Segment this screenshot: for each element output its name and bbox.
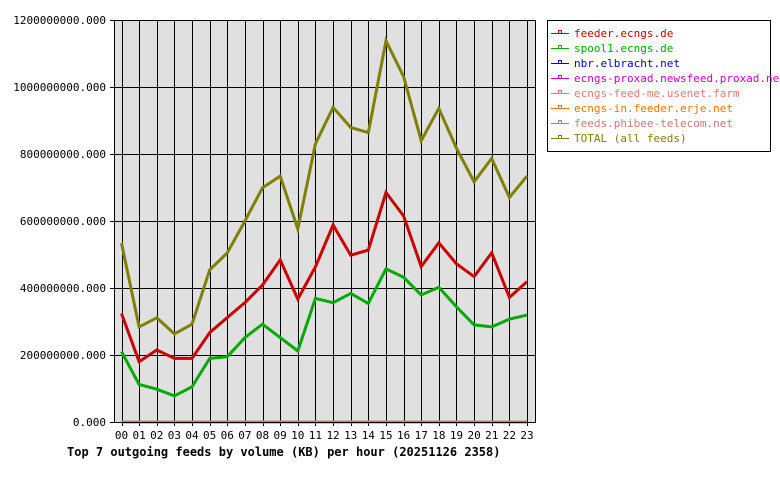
legend-marker-icon xyxy=(558,60,562,64)
legend-item: feeder.ecngs.de xyxy=(551,27,673,40)
legend-label: ecngs-proxad.newsfeed.proxad.net xyxy=(574,72,780,85)
y-tick-label: 400000000.000 xyxy=(20,282,106,295)
legend-item: spool1.ecngs.de xyxy=(551,42,673,55)
x-tick-label: 20 xyxy=(467,429,480,442)
y-tick-label: 600000000.000 xyxy=(20,215,106,228)
legend-item: ecngs-in.feeder.erje.net xyxy=(551,102,733,115)
legend: feeder.ecngs.de spool1.ecngs.de nbr.elbrac… xyxy=(547,20,780,152)
x-tick-label: 08 xyxy=(256,429,269,442)
legend-label: spool1.ecngs.de xyxy=(574,42,673,55)
x-tick-label: 21 xyxy=(485,429,498,442)
x-tick-label: 23 xyxy=(520,429,533,442)
x-tick-label: 03 xyxy=(168,429,181,442)
x-tick-label: 17 xyxy=(415,429,428,442)
series-line-7 xyxy=(120,36,529,336)
x-tick-label: 04 xyxy=(185,429,199,442)
x-tick-label: 22 xyxy=(503,429,516,442)
x-tick-label: 13 xyxy=(344,429,357,442)
legend-marker-icon xyxy=(558,45,562,49)
legend-label: feeder.ecngs.de xyxy=(574,27,673,40)
chart-title: Top 7 outgoing feeds by volume (KB) per … xyxy=(67,445,500,459)
y-axis: 0.000 200000000.000 400000000.000 600000000… xyxy=(13,14,106,429)
x-axis: 00 01 02 03 04 05 06 07 08 09 10 11 12 13 14 15 16 17 18 19… xyxy=(115,429,534,442)
legend-item: feeds.phibee-telecom.net xyxy=(551,117,733,130)
x-tick-label: 14 xyxy=(362,429,376,442)
legend-label: ecngs-feed-me.usenet.farm xyxy=(574,87,740,100)
x-tick-label: 16 xyxy=(397,429,410,442)
x-tick-label: 01 xyxy=(133,429,146,442)
x-tick-label: 09 xyxy=(274,429,287,442)
plot-border xyxy=(114,20,536,423)
legend-marker-icon xyxy=(558,135,562,139)
legend-marker-icon xyxy=(558,105,562,109)
x-tick-label: 00 xyxy=(115,429,128,442)
legend-label: ecngs-in.feeder.erje.net xyxy=(574,102,733,115)
legend-item: TOTAL (all feeds) xyxy=(551,132,687,145)
y-tick-label: 200000000.000 xyxy=(20,349,106,362)
legend-item: nbr.elbracht.net xyxy=(551,57,680,70)
legend-label: feeds.phibee-telecom.net xyxy=(574,117,733,130)
x-tick-label: 11 xyxy=(309,429,322,442)
legend-marker-icon xyxy=(558,120,562,124)
legend-marker-icon xyxy=(558,75,562,79)
x-tick-label: 18 xyxy=(432,429,445,442)
x-tick-label: 06 xyxy=(221,429,234,442)
x-tick-label: 02 xyxy=(150,429,163,442)
y-tick-label: 1200000000.000 xyxy=(13,14,106,27)
x-tick-label: 07 xyxy=(238,429,251,442)
legend-item: ecngs-proxad.newsfeed.proxad.net xyxy=(551,72,780,85)
x-tick-label: 05 xyxy=(203,429,216,442)
legend-marker-icon xyxy=(558,30,562,34)
legend-label: TOTAL (all feeds) xyxy=(574,132,687,145)
x-tick-label: 19 xyxy=(450,429,463,442)
x-tick-label: 12 xyxy=(326,429,339,442)
x-tick-label: 15 xyxy=(379,429,392,442)
x-tick-label: 10 xyxy=(291,429,304,442)
series-line-0 xyxy=(120,189,529,364)
y-tick-label: 1000000000.000 xyxy=(13,81,106,94)
y-tick-label: 800000000.000 xyxy=(20,148,106,161)
y-tick-label: 0.000 xyxy=(73,416,106,429)
legend-marker-icon xyxy=(558,90,562,94)
series-line-1 xyxy=(120,266,528,398)
legend-item: ecngs-feed-me.usenet.farm xyxy=(551,87,740,100)
legend-label: nbr.elbracht.net xyxy=(574,57,680,70)
